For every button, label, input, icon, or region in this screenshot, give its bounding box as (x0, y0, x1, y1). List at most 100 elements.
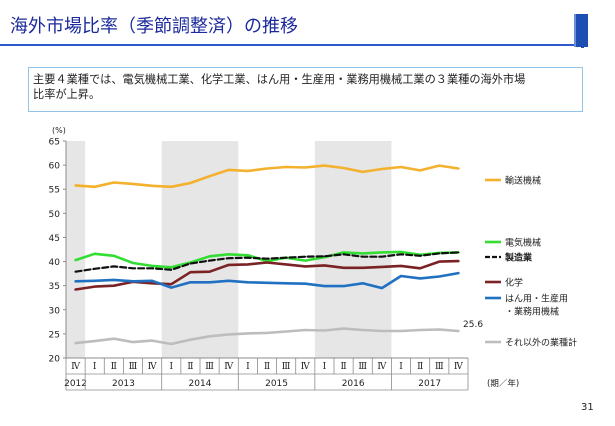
data-point-1-0 (74, 259, 77, 262)
year-tick-label: 2013 (112, 379, 135, 389)
data-point-0-7 (208, 175, 211, 178)
data-point-2-12 (304, 255, 307, 258)
data-point-1-3 (132, 262, 134, 264)
quarter-tick-label: Ⅲ (129, 362, 138, 372)
y-tick-label: 60 (49, 162, 61, 172)
legend-label-4: はん用・生産用 (505, 293, 568, 305)
data-point-3-14 (342, 266, 345, 269)
summary-line-1: 主要４業種では、電気機械工業、化学工業、はん用・生産用・業務用機械工業の３業種の… (33, 73, 526, 86)
data-point-1-14 (342, 251, 345, 254)
data-point-1-7 (208, 255, 211, 258)
data-point-1-5 (170, 266, 173, 269)
data-point-5-18 (419, 329, 422, 331)
data-point-2-0 (74, 270, 77, 273)
summary-box: 主要４業種では、電気機械工業、化学工業、はん用・生産用・業務用機械工業の３業種の… (28, 67, 583, 112)
data-point-0-9 (246, 169, 249, 172)
data-point-3-12 (304, 265, 307, 268)
data-point-1-15 (361, 252, 364, 255)
data-point-3-10 (266, 261, 268, 264)
title-underline (0, 44, 574, 46)
legend-label-2: 製造業 (504, 252, 533, 264)
data-point-3-13 (323, 264, 326, 267)
quarter-tick-label: Ⅰ (246, 362, 250, 372)
quarter-tick-label: Ⅲ (358, 362, 367, 372)
quarter-tick-label: Ⅲ (435, 362, 444, 372)
data-point-4-3 (132, 280, 134, 283)
data-point-4-5 (170, 286, 173, 289)
data-point-2-7 (208, 259, 211, 262)
year-tick-label: 2016 (342, 379, 365, 389)
data-point-5-17 (400, 330, 402, 332)
data-point-3-19 (438, 260, 441, 263)
data-point-2-2 (112, 265, 115, 268)
data-point-0-4 (151, 184, 154, 187)
data-point-3-20 (457, 260, 460, 262)
data-point-0-2 (112, 181, 115, 184)
data-point-4-20 (457, 272, 460, 275)
summary-line-2: 比率が上昇。 (33, 88, 101, 101)
data-point-2-20 (457, 251, 460, 254)
data-point-0-11 (285, 166, 288, 168)
page-title: 海外市場比率（季節調整済）の推移 (10, 16, 298, 37)
x-axis-unit-label: (期／年) (487, 378, 519, 389)
data-point-1-4 (151, 264, 154, 267)
y-tick-label: 50 (49, 210, 61, 220)
data-point-0-20 (457, 167, 460, 170)
y-tick-label: 65 (49, 138, 60, 148)
quarter-tick-label: Ⅳ (71, 362, 81, 372)
year-tick-label: 2015 (265, 379, 288, 389)
shaded-band-2014 (161, 141, 239, 358)
data-point-2-9 (246, 256, 249, 259)
quarter-tick-label: Ⅰ (323, 362, 327, 372)
data-point-4-11 (285, 282, 288, 285)
brand-dot (581, 45, 584, 48)
data-label-end-value: 25.6 (463, 320, 483, 330)
brand-mark (574, 14, 588, 47)
data-point-5-11 (285, 330, 288, 333)
data-point-3-1 (93, 285, 96, 288)
data-point-5-13 (323, 329, 326, 332)
data-point-5-5 (170, 343, 173, 345)
shaded-band-2012 (66, 141, 86, 358)
data-point-2-18 (419, 254, 422, 257)
data-point-5-6 (189, 338, 192, 341)
data-point-4-6 (189, 281, 192, 284)
data-point-2-11 (285, 256, 288, 259)
data-point-5-1 (93, 340, 96, 343)
data-point-1-1 (93, 252, 96, 255)
data-point-4-14 (342, 285, 345, 288)
data-point-4-0 (74, 280, 77, 283)
data-point-2-15 (361, 255, 364, 258)
data-point-0-5 (170, 185, 173, 188)
data-point-3-9 (246, 263, 249, 266)
data-point-5-2 (112, 337, 115, 340)
data-point-2-10 (266, 257, 268, 260)
data-point-2-8 (227, 257, 230, 260)
data-point-4-1 (93, 279, 96, 282)
data-point-5-9 (246, 332, 249, 335)
y-tick-label: 20 (49, 355, 61, 365)
data-point-0-6 (189, 182, 192, 184)
y-tick-label: 35 (49, 282, 60, 292)
data-point-3-5 (170, 283, 173, 286)
data-point-3-18 (419, 267, 422, 270)
quarter-tick-label: Ⅳ (454, 362, 464, 372)
data-point-2-3 (132, 267, 134, 270)
y-tick-label: 45 (49, 234, 60, 244)
quarter-tick-label: Ⅳ (377, 362, 387, 372)
data-point-2-5 (170, 268, 173, 271)
data-point-3-15 (361, 266, 364, 269)
data-point-4-7 (208, 281, 211, 284)
year-tick-label: 2012 (64, 379, 87, 389)
data-point-3-7 (208, 270, 211, 273)
data-point-1-17 (400, 251, 402, 253)
quarter-tick-label: Ⅱ (111, 362, 117, 372)
y-tick-label: 40 (49, 258, 61, 268)
data-point-4-10 (266, 281, 268, 284)
data-point-5-14 (342, 327, 345, 330)
data-point-0-14 (342, 167, 345, 169)
data-point-2-6 (189, 262, 192, 265)
quarter-tick-label: Ⅲ (205, 362, 214, 372)
data-point-4-8 (227, 279, 230, 282)
data-point-5-0 (74, 342, 77, 344)
